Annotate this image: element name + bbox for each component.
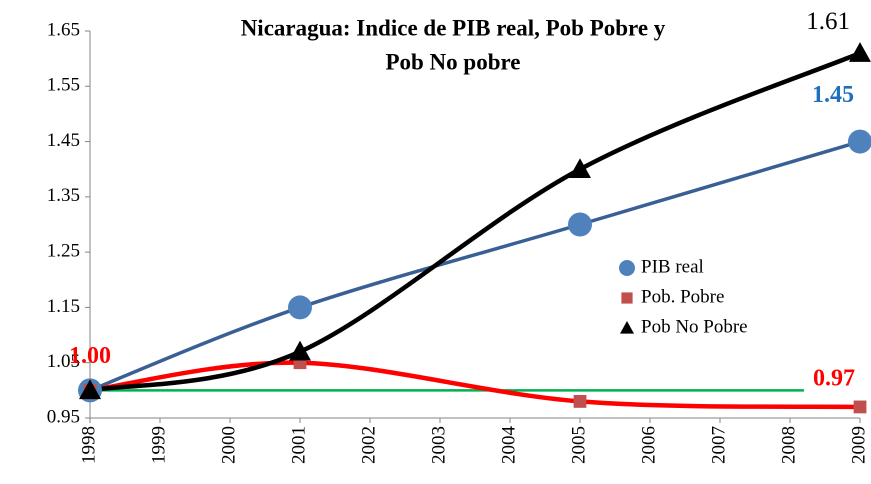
x-tick-label: 2009 [848,426,869,464]
legend-marker [619,260,635,276]
y-tick-label: 1.45 [47,130,80,151]
x-tick-label: 2008 [778,426,799,464]
x-tick-label: 1998 [78,426,99,464]
legend-label: PIB real [641,256,704,277]
y-tick-label: 0.95 [47,406,80,427]
x-tick-label: 2007 [708,426,729,464]
data-point [848,129,871,154]
data-point [853,400,867,414]
x-tick-label: 2001 [288,426,309,464]
trend-line [89,51,861,393]
x-tick-label: 2006 [638,426,659,464]
chart-title: Pob No pobre [385,49,520,74]
data-label: 1.61 [806,8,850,35]
data-point [568,212,592,237]
legend-label: Pob. Pobre [641,286,724,307]
legend-marker [620,321,634,334]
trend-line [89,139,861,392]
trend-line [89,360,861,410]
data-label: 1.45 [812,82,854,108]
data-point [573,395,587,408]
y-tick-label: 1.55 [47,75,80,96]
y-tick-label: 1.35 [47,185,80,206]
legend-marker [621,292,633,304]
y-tick-label: 1.65 [47,19,80,40]
x-tick-label: 2003 [428,426,449,464]
y-tick-label: 1.25 [47,241,80,262]
y-tick-label: 1.05 [47,351,80,372]
x-tick-label: 1999 [148,426,169,464]
data-point [849,42,871,62]
chart-title: Nicaragua: Indice de PIB real, Pob Pobre… [241,15,666,40]
x-tick-label: 2005 [568,426,589,464]
y-tick-label: 1.15 [47,296,80,317]
data-point [569,158,591,179]
x-tick-label: 2002 [358,426,379,464]
data-label: 0.97 [813,365,855,391]
data-point [288,295,312,320]
data-point [79,379,101,400]
x-tick-label: 2000 [218,426,239,464]
legend-label: Pob No Pobre [641,316,748,337]
x-tick-label: 2004 [498,426,519,465]
data-label: 1.00 [69,343,111,369]
data-point [289,340,311,361]
